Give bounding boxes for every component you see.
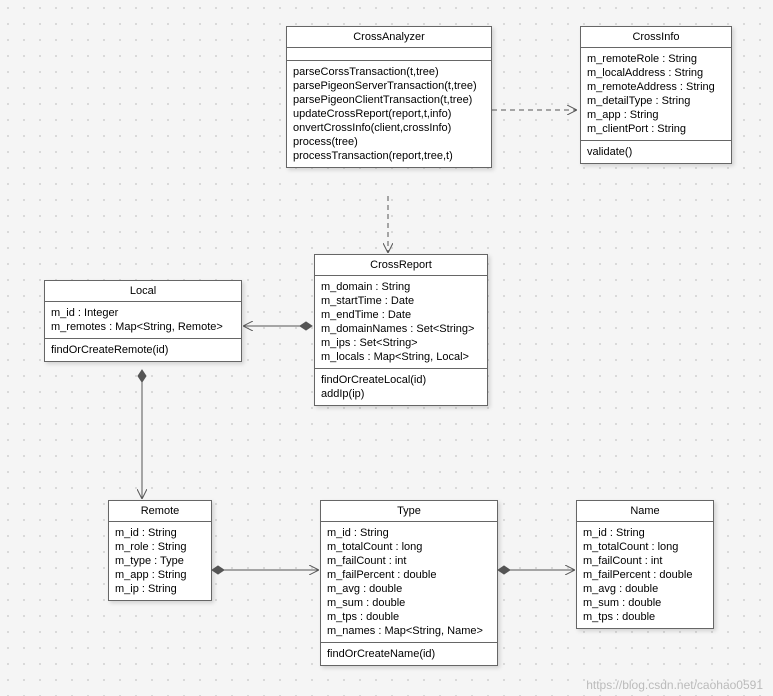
class-crossanalyzer: CrossAnalyzer parseCorssTransaction(t,tr… — [286, 26, 492, 168]
class-title: Type — [321, 501, 497, 522]
class-ops: findOrCreateLocal(id) addIp(ip) — [315, 369, 487, 405]
attr: m_domain : String — [321, 280, 481, 294]
class-ops: findOrCreateRemote(id) — [45, 339, 241, 361]
attr: m_remoteAddress : String — [587, 80, 725, 94]
op: findOrCreateRemote(id) — [51, 343, 235, 357]
attr: m_detailType : String — [587, 94, 725, 108]
class-title: Remote — [109, 501, 211, 522]
op: processTransaction(report,tree,t) — [293, 149, 485, 163]
class-type: Type m_id : String m_totalCount : long m… — [320, 500, 498, 666]
class-attrs: m_id : String m_totalCount : long m_fail… — [577, 522, 713, 628]
attr: m_failPercent : double — [327, 568, 491, 582]
class-attrs: m_id : String m_totalCount : long m_fail… — [321, 522, 497, 643]
attr: m_tps : double — [327, 610, 491, 624]
class-attrs: m_remoteRole : String m_localAddress : S… — [581, 48, 731, 141]
class-title: CrossReport — [315, 255, 487, 276]
watermark: https://blog.csdn.net/caohao0591 — [586, 678, 763, 692]
attr: m_id : String — [583, 526, 707, 540]
attr: m_sum : double — [327, 596, 491, 610]
attr: m_failCount : int — [327, 554, 491, 568]
attr: m_id : String — [327, 526, 491, 540]
attr: m_app : String — [115, 568, 205, 582]
attr: m_ip : String — [115, 582, 205, 596]
attr: m_endTime : Date — [321, 308, 481, 322]
class-title: Name — [577, 501, 713, 522]
attr: m_totalCount : long — [327, 540, 491, 554]
class-title: CrossAnalyzer — [287, 27, 491, 48]
op: parsePigeonClientTransaction(t,tree) — [293, 93, 485, 107]
attr: m_type : Type — [115, 554, 205, 568]
class-attrs: m_id : String m_role : String m_type : T… — [109, 522, 211, 600]
attr: m_names : Map<String, Name> — [327, 624, 491, 638]
class-remote: Remote m_id : String m_role : String m_t… — [108, 500, 212, 601]
attr: m_role : String — [115, 540, 205, 554]
op: validate() — [587, 145, 725, 159]
class-crossinfo: CrossInfo m_remoteRole : String m_localA… — [580, 26, 732, 164]
attr: m_app : String — [587, 108, 725, 122]
op: findOrCreateLocal(id) — [321, 373, 481, 387]
attr: m_ips : Set<String> — [321, 336, 481, 350]
op: process(tree) — [293, 135, 485, 149]
op: parseCorssTransaction(t,tree) — [293, 65, 485, 79]
attr: m_remoteRole : String — [587, 52, 725, 66]
op: addIp(ip) — [321, 387, 481, 401]
class-attrs — [287, 48, 491, 61]
attr: m_id : Integer — [51, 306, 235, 320]
attr: m_id : String — [115, 526, 205, 540]
attr: m_totalCount : long — [583, 540, 707, 554]
class-local: Local m_id : Integer m_remotes : Map<Str… — [44, 280, 242, 362]
op: parsePigeonServerTransaction(t,tree) — [293, 79, 485, 93]
op: findOrCreateName(id) — [327, 647, 491, 661]
class-attrs: m_id : Integer m_remotes : Map<String, R… — [45, 302, 241, 339]
attr: m_tps : double — [583, 610, 707, 624]
attr: m_startTime : Date — [321, 294, 481, 308]
attr: m_localAddress : String — [587, 66, 725, 80]
attr: m_clientPort : String — [587, 122, 725, 136]
op: updateCrossReport(report,t,info) — [293, 107, 485, 121]
class-ops: parseCorssTransaction(t,tree) parsePigeo… — [287, 61, 491, 167]
class-title: CrossInfo — [581, 27, 731, 48]
attr: m_locals : Map<String, Local> — [321, 350, 481, 364]
class-name: Name m_id : String m_totalCount : long m… — [576, 500, 714, 629]
class-title: Local — [45, 281, 241, 302]
op: onvertCrossInfo(client,crossInfo) — [293, 121, 485, 135]
attr: m_avg : double — [583, 582, 707, 596]
attr: m_failPercent : double — [583, 568, 707, 582]
attr: m_domainNames : Set<String> — [321, 322, 481, 336]
class-attrs: m_domain : String m_startTime : Date m_e… — [315, 276, 487, 369]
class-ops: findOrCreateName(id) — [321, 643, 497, 665]
attr: m_avg : double — [327, 582, 491, 596]
class-crossreport: CrossReport m_domain : String m_startTim… — [314, 254, 488, 406]
attr: m_remotes : Map<String, Remote> — [51, 320, 235, 334]
attr: m_failCount : int — [583, 554, 707, 568]
attr: m_sum : double — [583, 596, 707, 610]
class-ops: validate() — [581, 141, 731, 163]
